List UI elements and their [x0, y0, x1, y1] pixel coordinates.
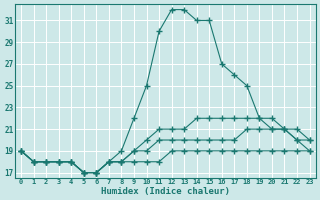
X-axis label: Humidex (Indice chaleur): Humidex (Indice chaleur): [101, 187, 230, 196]
